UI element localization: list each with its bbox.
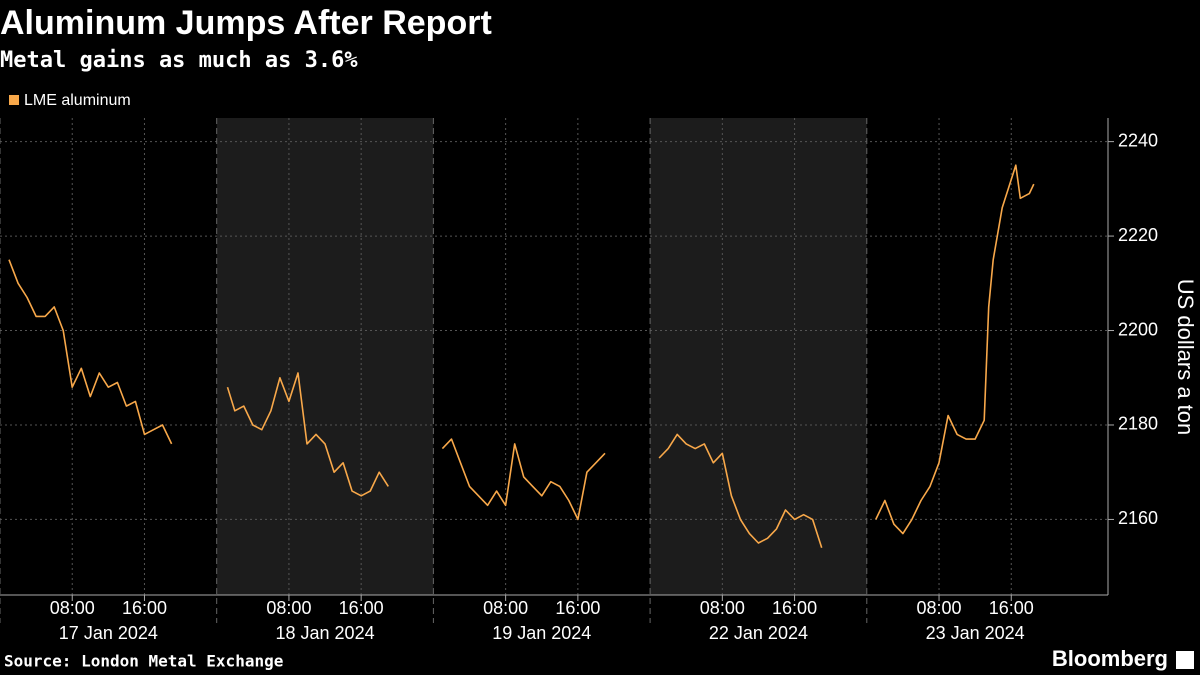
x-tick-label: 08:00 <box>483 598 528 618</box>
x-date-label: 18 Jan 2024 <box>276 623 375 643</box>
price-line <box>875 164 1035 535</box>
y-tick-label: 2160 <box>1118 508 1158 528</box>
y-tick-label: 2220 <box>1118 225 1158 245</box>
x-tick-label: 16:00 <box>989 598 1034 618</box>
y-tick-label: 2240 <box>1118 130 1158 150</box>
brand: Bloomberg <box>1052 646 1168 671</box>
x-tick-label: 16:00 <box>122 598 167 618</box>
x-date-label: 17 Jan 2024 <box>59 623 158 643</box>
y-tick-label: 2200 <box>1118 319 1158 339</box>
x-tick-label: 08:00 <box>50 598 95 618</box>
price-line <box>441 438 606 521</box>
x-date-label: 22 Jan 2024 <box>709 623 808 643</box>
y-tick-label: 2180 <box>1118 414 1158 434</box>
x-tick-label: 08:00 <box>266 598 311 618</box>
x-tick-label: 16:00 <box>772 598 817 618</box>
panel-shade <box>216 118 434 595</box>
price-line <box>658 433 823 549</box>
x-date-label: 23 Jan 2024 <box>926 623 1025 643</box>
x-tick-label: 16:00 <box>555 598 600 618</box>
x-tick-label: 08:00 <box>700 598 745 618</box>
brand-icon <box>1176 651 1194 669</box>
price-line <box>226 372 389 497</box>
panel-shade <box>650 118 867 595</box>
legend-label: LME aluminum <box>24 92 131 109</box>
legend-swatch <box>9 95 19 105</box>
chart-title: Aluminum Jumps After Report <box>0 4 492 42</box>
x-tick-label: 16:00 <box>339 598 384 618</box>
source-note: Source: London Metal Exchange <box>4 652 283 671</box>
x-date-label: 19 Jan 2024 <box>492 623 591 643</box>
chart-subtitle: Metal gains as much as 3.6% <box>0 48 358 73</box>
price-line <box>8 259 173 445</box>
y-axis-label: US dollars a ton <box>1173 279 1198 436</box>
x-tick-label: 08:00 <box>917 598 962 618</box>
